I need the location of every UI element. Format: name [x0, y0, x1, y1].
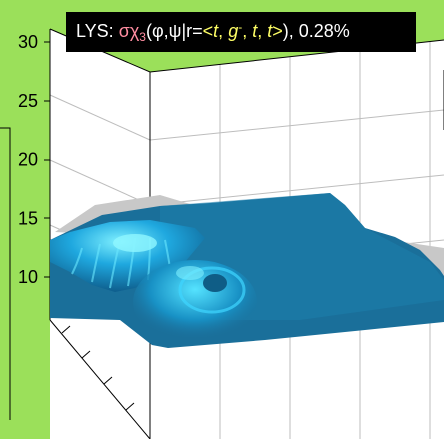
bump-ring — [178, 266, 246, 314]
title-r2: g — [228, 21, 239, 41]
surface-bowl — [50, 220, 205, 292]
z-tick-label-10: 10 — [18, 267, 38, 287]
z-tick-label-15: 15 — [18, 208, 38, 228]
title-r1: t — [213, 21, 219, 41]
floor-plane — [50, 320, 444, 439]
z-tick-labels: 10 15 20 25 30 — [18, 32, 38, 287]
bump-glint — [176, 266, 204, 280]
chart-title: LYS: σχ3(φ,ψ|r=<t, g-, t, t>), 0.28% — [66, 12, 416, 52]
title-gt: > — [272, 21, 283, 41]
z-tick-label-25: 25 — [18, 91, 38, 111]
bump-core — [203, 274, 227, 292]
z-axis-ticks — [44, 41, 50, 278]
title-func: σχ — [118, 21, 140, 41]
title-sep1: , — [218, 21, 229, 41]
title-r3: t — [252, 21, 258, 41]
title-r4: t — [267, 21, 273, 41]
title-sep3: , — [257, 21, 268, 41]
title-r2-sup: - — [238, 20, 243, 34]
title-prefix: LYS: — [76, 21, 119, 41]
title-sep2: , — [242, 21, 253, 41]
z-tick-label-20: 20 — [18, 150, 38, 170]
bowl-highlight — [113, 234, 157, 252]
title-args-open: (φ,ψ|r= — [145, 21, 203, 41]
title-args-close: ), 0.28% — [282, 21, 350, 41]
neighbor-axis-left — [0, 127, 11, 420]
floor-ticks — [61, 325, 135, 411]
title-lt: < — [202, 21, 214, 41]
z-tick-label-30: 30 — [18, 32, 38, 52]
title-sub: 3 — [139, 30, 146, 44]
